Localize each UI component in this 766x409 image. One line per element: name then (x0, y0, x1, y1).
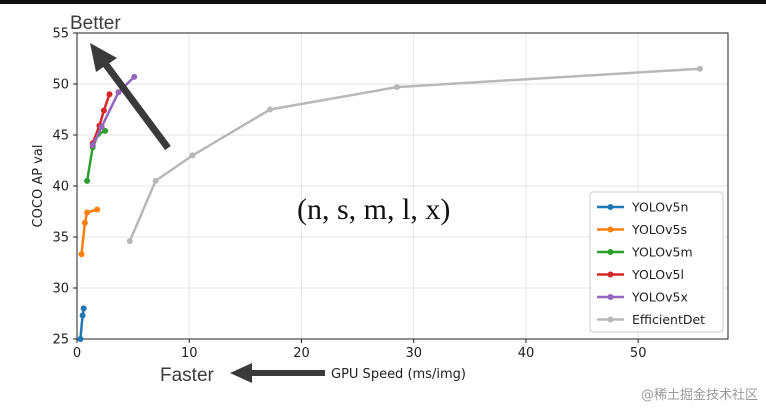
series-line-yolov5s (80, 208, 98, 255)
data-point-yolov5l (106, 91, 113, 98)
faster-arrow-head (230, 363, 252, 383)
y-tick-label: 50 (52, 78, 69, 93)
legend-label-yolov5n: YOLOv5n (631, 200, 688, 215)
y-tick-label: 40 (52, 180, 69, 195)
legend-label-yolov5m: YOLOv5m (631, 245, 693, 260)
x-tick-label: 30 (405, 346, 422, 361)
variants-annotation: (n, s, m, l, x) (297, 193, 450, 226)
x-tick-label: 20 (293, 346, 310, 361)
x-tick-label: 50 (630, 346, 647, 361)
y-tick-label: 35 (52, 231, 69, 246)
data-point-yolov5m (84, 177, 91, 184)
data-point-yolov5x (98, 123, 105, 130)
data-point-efficientdet (393, 84, 400, 91)
legend-label-efficientdet: EfficientDet (632, 312, 705, 327)
legend-label-yolov5s: YOLOv5s (631, 222, 687, 237)
x-tick-label: 40 (518, 346, 535, 361)
data-point-yolov5l (100, 107, 107, 114)
legend: YOLOv5n YOLOv5s YOLOv5m YOLOv5l YOLOv5x Effic… (589, 191, 724, 333)
legend-marker-yolov5m (607, 249, 614, 255)
watermark: @稀土掘金技术社区 (640, 388, 758, 403)
better-arrow-shaft (101, 59, 171, 151)
data-point-yolov5s (84, 209, 91, 216)
data-point-yolov5m (102, 127, 109, 134)
legend-marker-yolov5l (607, 271, 614, 278)
data-point-efficientdet (189, 152, 196, 159)
series-group (77, 65, 703, 342)
data-point-yolov5n (77, 336, 84, 342)
legend-marker-efficientdet (607, 316, 614, 323)
legend-marker-yolov5s (607, 226, 614, 233)
data-point-yolov5x (89, 142, 96, 149)
data-point-yolov5x (115, 89, 122, 96)
better-arrow-head (90, 43, 117, 72)
x-ticks: 0 10 20 30 40 50 (73, 339, 647, 361)
faster-label: Faster (160, 365, 215, 386)
legend-marker-yolov5x (607, 294, 614, 300)
data-point-efficientdet (267, 106, 274, 113)
legend-label-yolov5x: YOLOv5x (631, 290, 688, 305)
legend-marker-yolov5n (607, 204, 614, 210)
data-point-efficientdet (152, 177, 159, 184)
data-point-yolov5s (78, 251, 85, 258)
better-label: Better (70, 13, 121, 34)
top-border (0, 0, 766, 4)
y-tick-label: 55 (52, 27, 69, 42)
x-tick-label: 0 (73, 346, 81, 361)
x-axis-label: GPU Speed (ms/img) (331, 367, 466, 382)
y-tick-label: 30 (52, 282, 69, 297)
data-point-yolov5s (81, 219, 88, 226)
data-point-efficientdet (696, 65, 703, 72)
data-point-yolov5n (79, 312, 86, 319)
data-point-yolov5s (94, 206, 101, 213)
series-line-efficientdet (128, 67, 700, 242)
x-tick-label: 10 (181, 346, 198, 361)
series-line-yolov5l (91, 93, 111, 144)
y-tick-label: 45 (52, 129, 69, 144)
data-point-yolov5x (131, 73, 138, 80)
y-axis-label: COCO AP val (31, 145, 46, 228)
data-point-yolov5n (80, 305, 87, 312)
series-line-yolov5x (91, 76, 136, 146)
data-point-efficientdet (126, 238, 133, 245)
y-ticks: 25 30 35 40 45 50 55 (52, 27, 77, 348)
legend-label-yolov5l: YOLOv5l (631, 267, 684, 282)
y-tick-label: 25 (52, 333, 69, 348)
